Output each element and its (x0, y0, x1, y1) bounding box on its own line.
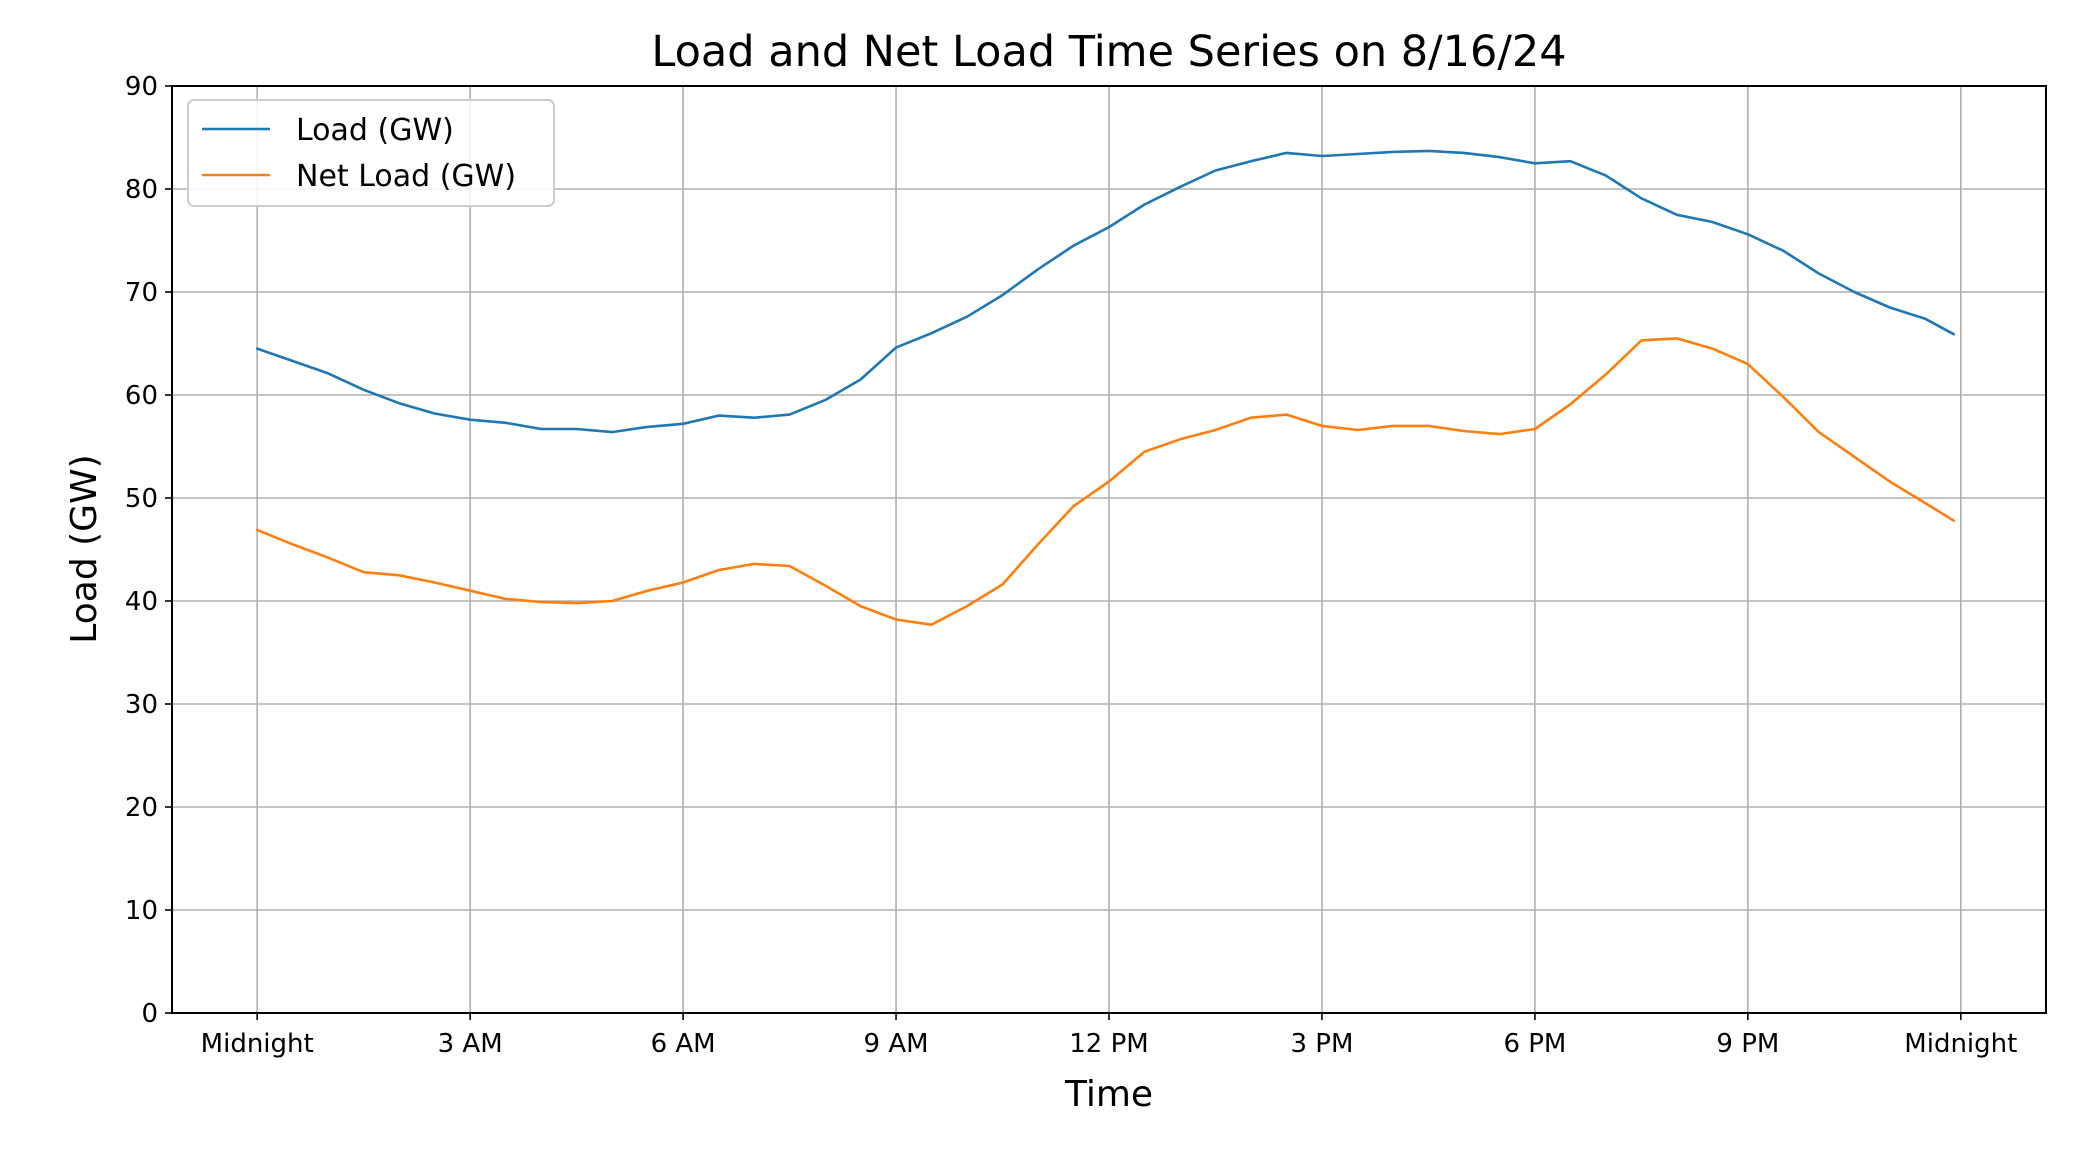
legend-label-net-load: Net Load (GW) (296, 159, 516, 194)
y-tick-label: 80 (125, 175, 158, 205)
x-tick-label: 3 AM (438, 1029, 503, 1059)
legend: Load (GW) Net Load (GW) (187, 99, 555, 207)
x-tick-label: 9 PM (1716, 1029, 1779, 1059)
x-tick-label: Midnight (1904, 1029, 2017, 1059)
x-tick-label: 6 AM (651, 1029, 716, 1059)
series-line-net-load-gw (255, 337, 1955, 627)
y-tick-label: 90 (125, 72, 158, 102)
x-tick-label: 9 AM (864, 1029, 929, 1059)
x-tick-label: Midnight (201, 1029, 314, 1059)
y-tick-label: 0 (141, 999, 158, 1029)
y-axis-ticks: 0 10 20 30 40 50 60 70 80 90 (125, 72, 172, 1029)
grid-lines (172, 86, 2046, 1013)
x-axis-ticks: Midnight 3 AM 6 AM 9 AM 12 PM 3 PM 6 PM 9 PM Mid… (201, 1013, 2017, 1059)
y-tick-label: 40 (125, 587, 158, 617)
x-tick-label: 3 PM (1290, 1029, 1353, 1059)
series-line-load-gw (255, 149, 1955, 434)
x-tick-label: 6 PM (1503, 1029, 1566, 1059)
x-axis-label: Time (1064, 1074, 1153, 1115)
chart-title: Load and Net Load Time Series on 8/16/24 (651, 27, 1566, 77)
legend-label-load: Load (GW) (296, 113, 454, 148)
y-tick-label: 20 (125, 793, 158, 823)
y-tick-label: 70 (125, 278, 158, 308)
y-tick-label: 50 (125, 484, 158, 514)
y-axis-label: Load (GW) (64, 454, 105, 643)
y-tick-label: 10 (125, 896, 158, 926)
y-tick-label: 30 (125, 690, 158, 720)
y-tick-label: 60 (125, 381, 158, 411)
series-lines (255, 149, 1955, 627)
x-tick-label: 12 PM (1069, 1029, 1148, 1059)
legend-box (187, 99, 555, 207)
